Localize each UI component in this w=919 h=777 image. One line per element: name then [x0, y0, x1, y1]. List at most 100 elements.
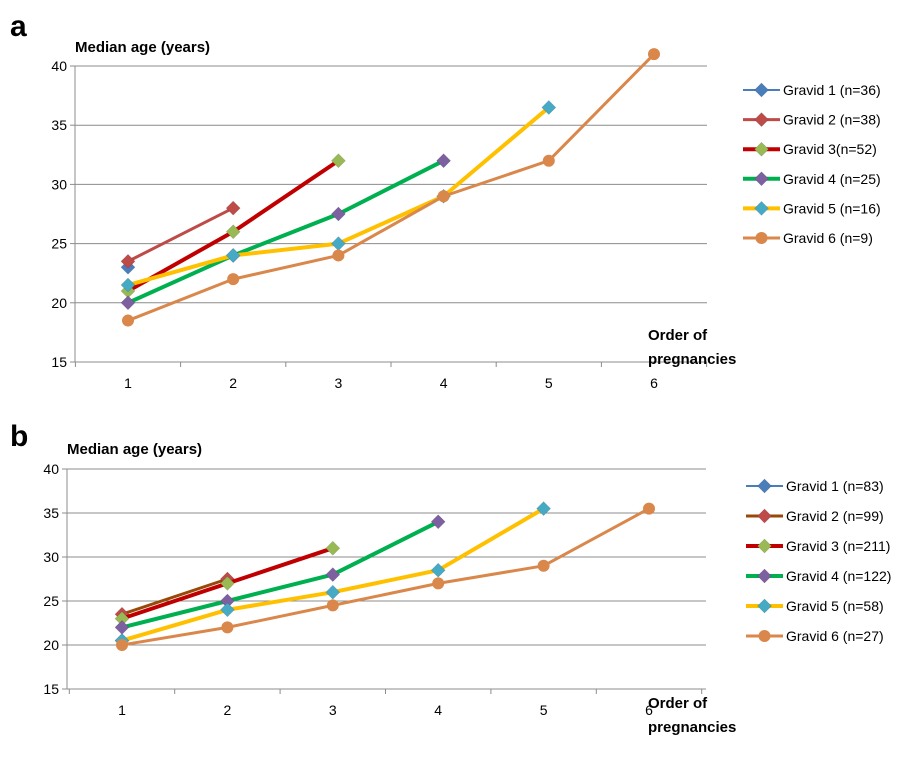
data-point	[225, 248, 241, 263]
legend-item: Gravid 3 (n=211)	[746, 538, 890, 554]
y-tick-label: 40	[51, 58, 67, 74]
x-tick-label: 1	[124, 375, 132, 391]
data-point	[219, 602, 235, 618]
legend-item: Gravid 6 (n=27)	[746, 628, 884, 644]
data-point	[325, 567, 341, 583]
legend-label: Gravid 4 (n=122)	[786, 568, 891, 584]
legend-item: Gravid 6 (n=9)	[743, 230, 873, 246]
legend-marker	[757, 568, 772, 584]
data-point	[330, 206, 346, 222]
y-tick-label: 25	[51, 236, 67, 252]
data-point	[542, 154, 555, 167]
data-point	[430, 514, 446, 530]
y-tick-label: 35	[43, 505, 59, 521]
legend-item: Gravid 3(n=52)	[743, 141, 877, 157]
legend-item: Gravid 5 (n=58)	[746, 598, 884, 614]
legend-label: Gravid 4 (n=25)	[783, 171, 881, 187]
data-point	[648, 48, 660, 61]
y-tick-label: 30	[51, 176, 67, 192]
series-2	[120, 200, 241, 269]
series-line	[121, 520, 440, 630]
data-point	[437, 190, 450, 203]
x-tick-label: 4	[434, 702, 442, 718]
data-point	[541, 100, 557, 115]
data-point	[116, 639, 128, 651]
legend-marker	[757, 508, 772, 524]
series-line	[121, 577, 228, 616]
chart-panel-b: b Median age (years) 15 20 25 30 35 40 1 2 3 4 5 6Ord…	[10, 420, 891, 736]
x-tick-label: 5	[545, 375, 553, 391]
series-4	[114, 514, 446, 635]
data-point	[430, 562, 446, 578]
legend-item: Gravid 5 (n=16)	[743, 200, 881, 216]
data-point	[536, 501, 552, 517]
y-tick-label: 25	[43, 593, 59, 609]
y-tick-label: 20	[43, 637, 59, 653]
legend-label: Gravid 3(n=52)	[783, 141, 877, 157]
legend-item: Gravid 2 (n=99)	[746, 508, 884, 524]
series-line	[127, 206, 234, 263]
y-tick-label: 30	[43, 549, 59, 565]
legend-item: Gravid 4 (n=25)	[743, 171, 881, 187]
x-axis-title: Order of pregnancies	[648, 327, 736, 368]
data-point	[330, 236, 346, 252]
data-point	[325, 540, 341, 556]
legend-label: Gravid 3 (n=211)	[786, 538, 890, 554]
data-point	[537, 559, 550, 572]
legend-marker	[755, 232, 768, 244]
legend-marker	[754, 82, 769, 98]
y-axis-title: Median age (years)	[67, 441, 202, 458]
legend-label: Gravid 6 (n=27)	[786, 628, 884, 644]
data-point	[120, 277, 136, 293]
legend-marker	[754, 200, 769, 216]
series-line	[127, 158, 445, 305]
data-point	[326, 599, 339, 612]
x-tick-label: 3	[335, 375, 343, 391]
x-tick-label: 6	[645, 702, 653, 718]
legend-label: Gravid 5 (n=58)	[786, 598, 884, 614]
data-point	[219, 575, 235, 591]
legend-label: Gravid 1 (n=83)	[786, 478, 884, 494]
series-6	[116, 502, 655, 651]
legend-marker	[754, 141, 769, 157]
series-5	[120, 100, 557, 293]
legend-marker	[754, 112, 769, 128]
legend: Gravid 1 (n=83) Gravid 2 (n=99) Gravid 3 (…	[746, 478, 891, 644]
legend-label: Gravid 2 (n=38)	[783, 112, 881, 128]
legend-label: Gravid 6 (n=9)	[783, 230, 873, 246]
legend-item: Gravid 2 (n=38)	[743, 112, 881, 128]
data-point	[432, 577, 445, 590]
x-tick-label: 4	[440, 375, 448, 391]
series-3	[114, 540, 341, 627]
x-tick-label: 3	[329, 702, 337, 718]
legend-label: Gravid 5 (n=16)	[783, 200, 881, 216]
series-line	[127, 53, 656, 322]
x-tick-label: 1	[118, 702, 126, 718]
data-point	[227, 273, 240, 286]
data-point	[114, 619, 130, 635]
legend-label: Gravid 1 (n=36)	[783, 82, 881, 98]
y-tick-label: 40	[43, 461, 59, 477]
series-4	[120, 153, 452, 311]
data-point	[325, 584, 341, 600]
data-point	[120, 295, 136, 311]
data-point	[332, 249, 345, 262]
x-tick-label: 2	[224, 702, 232, 718]
data-point	[122, 314, 134, 327]
panel-label: a	[10, 10, 27, 43]
data-point	[330, 153, 346, 169]
data-point	[225, 200, 241, 216]
data-point	[221, 621, 234, 634]
series-6	[122, 48, 660, 327]
legend-item: Gravid 1 (n=36)	[743, 82, 881, 98]
panel-label: b	[10, 420, 28, 453]
x-axis-title: Order of pregnancies	[648, 695, 736, 736]
legend: Gravid 1 (n=36) Gravid 2 (n=38) Gravid 3(n…	[743, 82, 881, 246]
legend-item: Gravid 4 (n=122)	[746, 568, 891, 584]
x-tick-label: 2	[229, 375, 237, 391]
x-tick-label: 6	[650, 375, 658, 391]
data-point	[225, 224, 241, 240]
legend-item: Gravid 1 (n=83)	[746, 478, 884, 494]
data-point	[436, 153, 452, 169]
